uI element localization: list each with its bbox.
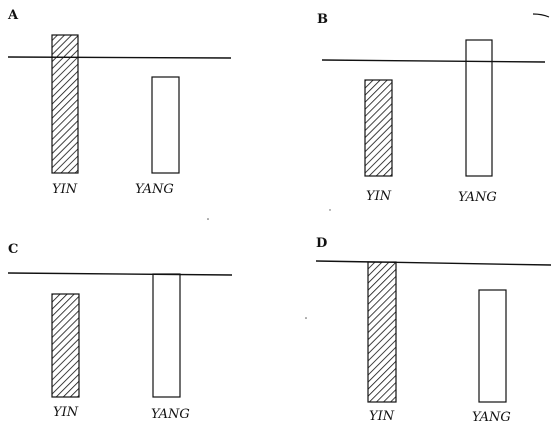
panel-a-yin-label: YIN	[52, 182, 78, 197]
panel-b: B YIN YANG	[317, 12, 546, 205]
panel-d: D YIN YANG	[315, 236, 552, 422]
panel-d-yin-bar	[367, 261, 397, 403]
panel-b-reference-line	[321, 59, 546, 63]
panel-a-yang-bar	[151, 76, 180, 174]
panel-a: A YIN YANG	[7, 8, 232, 197]
panel-a-yang-label: YANG	[135, 182, 174, 197]
panel-b-yang-bar	[465, 39, 493, 177]
scan-speck	[207, 218, 209, 220]
panel-letter-b: B	[317, 12, 328, 27]
panel-b-yin-bar	[364, 79, 393, 177]
panel-c-yang-label: YANG	[151, 407, 190, 422]
panel-letter-c: C	[8, 242, 18, 257]
panel-c-yin-bar	[51, 293, 80, 398]
panel-a-reference-line	[7, 56, 232, 59]
panel-b-yin-label: YIN	[366, 189, 392, 204]
panel-d-yang-bar	[478, 289, 507, 403]
scan-speck	[305, 317, 307, 319]
panel-a-yin-bar	[51, 34, 79, 174]
panel-b-yang-label: YANG	[458, 190, 497, 205]
panel-d-yin-label: YIN	[369, 409, 395, 422]
scan-mark	[532, 13, 550, 18]
panel-letter-d: D	[316, 236, 327, 251]
panel-c: C YIN YANG	[7, 242, 233, 422]
panel-c-yang-bar	[152, 273, 181, 398]
panel-letter-a: A	[7, 8, 19, 23]
panel-d-yang-label: YANG	[472, 410, 511, 422]
panel-d-reference-line	[315, 260, 552, 266]
scan-speck	[329, 209, 331, 211]
panel-c-yin-label: YIN	[53, 405, 79, 420]
panel-c-reference-line	[7, 272, 233, 276]
